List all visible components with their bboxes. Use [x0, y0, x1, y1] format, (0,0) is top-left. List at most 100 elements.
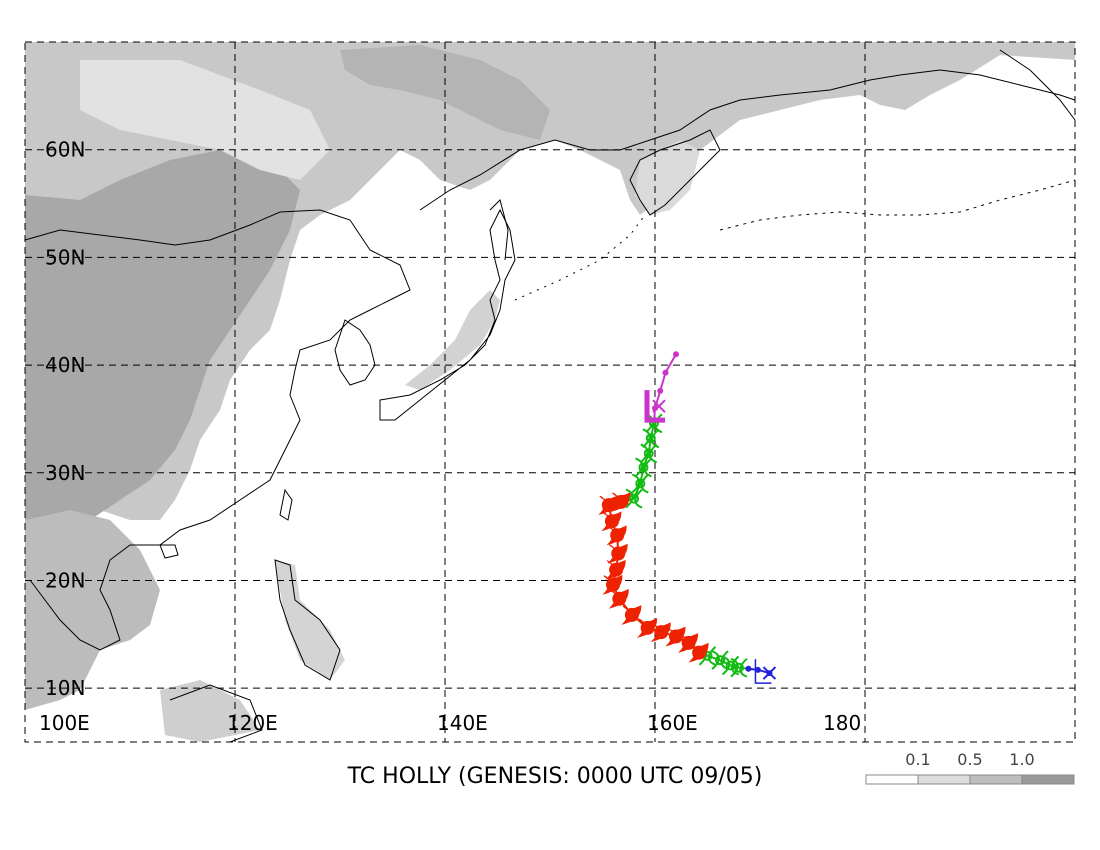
track-segment	[642, 453, 650, 468]
tropical-storm-glyph	[640, 443, 658, 464]
track-segment	[633, 483, 642, 500]
typhoon-symbol	[688, 642, 709, 663]
coastline-kamchatka	[629, 129, 721, 216]
tropical-storm-symbol	[640, 443, 658, 464]
track-segment	[654, 390, 662, 409]
lon-label-180: 180	[823, 711, 861, 735]
tropical-storm-glyph	[711, 650, 729, 671]
genesis-marker	[644, 390, 777, 684]
coastline-borneo	[169, 684, 263, 743]
lat-label-60N: 60N	[45, 138, 85, 162]
shaded-field	[25, 42, 1075, 742]
tropical-storm-symbol	[642, 428, 660, 449]
typhoon-core	[610, 528, 625, 543]
lat-label-20N: 20N	[45, 568, 85, 592]
typhoon-core	[606, 577, 620, 592]
shaded-region-se-asia	[25, 510, 160, 710]
typhoon-core	[624, 607, 639, 622]
shaded-region-japan	[405, 290, 500, 390]
typhoon-core	[604, 514, 619, 529]
track-segment	[649, 423, 655, 439]
extratropical-point	[662, 369, 669, 376]
tropical-storm-core	[638, 462, 649, 473]
coastline-sakhalin	[489, 199, 509, 261]
storm-track-points	[598, 351, 773, 678]
tropical-storm-core	[629, 493, 639, 504]
legend-swatch	[969, 774, 1023, 785]
coastline-hainan	[159, 544, 179, 559]
coastline-okhotsk	[419, 69, 1076, 211]
legend-swatch	[1021, 774, 1075, 785]
genesis-x-symbol	[762, 666, 777, 680]
typhoon-symbol	[621, 605, 642, 625]
tropical-storm-core	[715, 655, 726, 666]
typhoon-symbol	[665, 626, 686, 647]
typhoon-core	[640, 620, 655, 635]
typhoon-symbol	[602, 575, 623, 595]
depression-point	[745, 665, 752, 672]
track-segment	[664, 353, 677, 374]
tropical-storm-symbol	[721, 655, 740, 676]
coastline-alaska	[999, 49, 1076, 121]
legend-swatch	[865, 774, 919, 785]
typhoon-core	[681, 635, 696, 650]
extratropical-x-symbol	[652, 399, 666, 413]
tropical-storm-symbol	[625, 488, 643, 509]
typhoon-symbol	[610, 492, 631, 512]
tropical-storm-symbol	[711, 650, 729, 671]
tropical-storm-glyph	[634, 457, 653, 478]
shaded-region-dark	[25, 150, 300, 530]
map-title: TC HOLLY (GENESIS: 0000 UTC 09/05)	[347, 764, 763, 789]
tropical-storm-glyph	[721, 655, 740, 676]
tropical-storm-symbol	[634, 457, 653, 478]
lat-label-30N: 30N	[45, 461, 85, 485]
typhoon-symbol	[636, 618, 658, 638]
legend-label: 1.0	[1009, 750, 1034, 769]
typhoon-core	[692, 645, 707, 660]
tropical-storm-core	[725, 660, 736, 671]
depression-point	[754, 666, 761, 673]
coastline-aleutian	[719, 179, 1076, 231]
longitude-labels: 100E 120E 140E 160E 180	[39, 711, 861, 735]
extratropical-point	[673, 351, 679, 358]
map-frame	[24, 41, 1076, 743]
legend-label: 0.1	[905, 750, 930, 769]
coastline-korea	[334, 319, 376, 386]
storm-track-lines	[607, 353, 770, 675]
legend-label: 0.5	[957, 750, 982, 769]
typhoon-symbol	[650, 622, 671, 643]
track-segment	[639, 467, 645, 484]
typhoon-symbol	[605, 559, 626, 580]
typhoon-symbol	[677, 633, 699, 653]
tropical-storm-glyph	[625, 488, 643, 509]
tropical-storm-glyph	[642, 428, 660, 449]
tropical-storm-core	[635, 478, 646, 489]
track-segment	[647, 438, 652, 454]
coastline-kuril	[514, 214, 646, 301]
tropical-storm-core	[645, 433, 656, 444]
typhoon-symbol	[598, 495, 619, 516]
tropical-storm-glyph	[730, 657, 748, 678]
shaded-region-kamchatka	[635, 140, 700, 215]
genesis-L-symbol	[754, 659, 772, 684]
latitude-labels: 60N 50N 40N 30N 20N 10N	[45, 138, 85, 700]
typhoon-core	[601, 498, 616, 513]
track-segment	[659, 372, 667, 392]
lon-label-120E: 120E	[227, 711, 278, 735]
lat-label-40N: 40N	[45, 353, 85, 377]
coastline-taiwan	[279, 488, 293, 521]
extratropical-point	[657, 387, 664, 394]
tropical-storm-symbol	[631, 473, 649, 494]
shading-legend: 0.1 0.5 1.0	[865, 750, 1075, 785]
typhoon-symbol	[606, 525, 627, 546]
lat-label-50N: 50N	[45, 245, 85, 269]
coastlines	[24, 49, 1076, 743]
coastline-philippines	[274, 559, 341, 681]
legend-swatch	[917, 774, 971, 785]
typhoon-core	[614, 494, 629, 509]
typhoon-symbol	[608, 589, 629, 609]
shaded-region-philippines	[275, 560, 345, 680]
typhoon-core	[669, 629, 683, 644]
tropical-storm-glyph	[631, 473, 649, 494]
